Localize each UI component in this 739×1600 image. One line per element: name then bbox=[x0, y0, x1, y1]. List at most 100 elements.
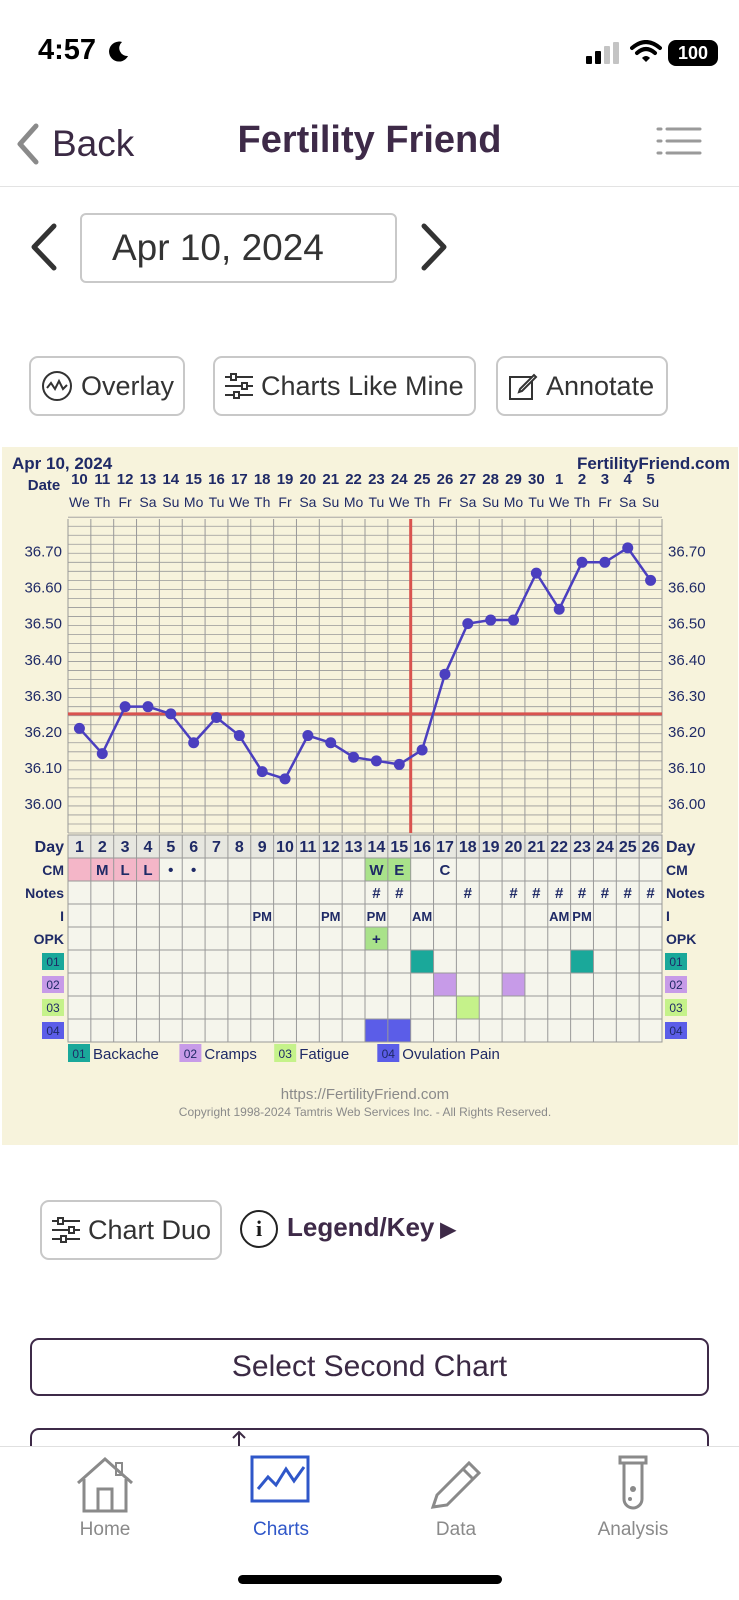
temperature-point bbox=[211, 712, 222, 724]
menu-icon[interactable] bbox=[656, 125, 702, 157]
tab-home[interactable]: Home bbox=[30, 1447, 180, 1557]
pencil-icon bbox=[430, 1460, 482, 1509]
symptom-cell bbox=[502, 973, 525, 996]
cycle-day-label: 24 bbox=[596, 839, 614, 856]
legend-entry: Backache bbox=[93, 1046, 159, 1063]
next-date-button[interactable] bbox=[418, 222, 452, 272]
symptom-code-badge-left bbox=[42, 1022, 64, 1039]
cycle-day-label: 21 bbox=[527, 839, 545, 856]
tab-charts[interactable]: Charts bbox=[206, 1447, 356, 1557]
sliders-icon bbox=[225, 373, 253, 399]
y-tick-left: 36.70 bbox=[24, 543, 62, 560]
row-label-right: 03 bbox=[669, 1001, 683, 1015]
weekday-label: Fr bbox=[278, 494, 292, 510]
date-label: 18 bbox=[254, 471, 271, 488]
y-tick-left: 36.30 bbox=[24, 688, 62, 705]
tab-data[interactable]: Data bbox=[381, 1447, 531, 1557]
annotate-button[interactable]: Annotate bbox=[496, 356, 668, 416]
cycle-day-label: 2 bbox=[98, 839, 107, 856]
footer-url: https://FertilityFriend.com bbox=[281, 1086, 449, 1103]
intercourse-marker: PM bbox=[367, 909, 387, 924]
date-label: 2 bbox=[578, 471, 586, 488]
intercourse-marker: AM bbox=[412, 909, 432, 924]
chart-duo-button[interactable]: Chart Duo bbox=[40, 1200, 222, 1260]
temperature-point bbox=[553, 603, 565, 615]
weekday-label: Sa bbox=[139, 494, 156, 510]
cycle-day-label: 14 bbox=[368, 839, 386, 856]
temperature-point bbox=[416, 744, 428, 756]
date-label: 20 bbox=[300, 471, 317, 488]
date-field[interactable]: Apr 10, 2024 bbox=[80, 213, 397, 283]
cycle-day-label: 20 bbox=[505, 839, 523, 856]
temperature-point bbox=[325, 737, 337, 749]
y-tick-right: 36.60 bbox=[668, 580, 706, 597]
temperature-point bbox=[370, 755, 382, 767]
weekday-label: Su bbox=[322, 494, 339, 510]
temperature-point bbox=[645, 574, 657, 586]
weekday-label: Th bbox=[574, 494, 590, 510]
chart-icon bbox=[250, 1455, 310, 1503]
weekday-label: Fr bbox=[119, 494, 133, 510]
info-icon[interactable]: i bbox=[240, 1210, 278, 1248]
edit-note-icon bbox=[509, 373, 538, 400]
overlay-label: Overlay bbox=[81, 370, 175, 401]
legend-key-toggle[interactable]: Legend/Key ▶ bbox=[287, 1212, 456, 1243]
select-second-chart-button[interactable]: Select Second Chart bbox=[30, 1338, 709, 1396]
symptom-cell bbox=[387, 1019, 411, 1042]
weekday-label: Th bbox=[94, 494, 110, 510]
cm-cell bbox=[387, 858, 411, 881]
tab-home-label: Home bbox=[79, 1519, 131, 1540]
legend-swatch bbox=[179, 1044, 202, 1062]
cycle-day-label: 26 bbox=[642, 839, 660, 856]
charts-like-mine-button[interactable]: Charts Like Mine bbox=[213, 356, 476, 416]
y-tick-right: 36.10 bbox=[668, 760, 706, 777]
status-time: 4:57 bbox=[38, 34, 97, 66]
cycle-day-label: 13 bbox=[345, 839, 363, 856]
notes-marker: # bbox=[646, 885, 655, 902]
tab-data-label: Data bbox=[435, 1519, 477, 1540]
cm-value: • bbox=[191, 862, 196, 879]
weekday-label: Th bbox=[254, 494, 270, 510]
weekday-label: Su bbox=[162, 494, 179, 510]
battery-indicator: 100 bbox=[668, 40, 718, 66]
row-label-left: Day bbox=[35, 839, 64, 856]
y-tick-left: 36.50 bbox=[24, 616, 62, 633]
date-label: 23 bbox=[368, 471, 385, 488]
cycle-day-label: 15 bbox=[390, 839, 408, 856]
y-tick-right: 36.20 bbox=[668, 724, 706, 741]
intercourse-marker: AM bbox=[549, 909, 569, 924]
y-tick-right: 36.30 bbox=[668, 688, 706, 705]
row-label-left: I bbox=[60, 908, 64, 924]
opk-result: + bbox=[372, 931, 381, 948]
cm-cell bbox=[113, 858, 137, 881]
copyright-notice: Copyright 1998-2024 Tamtris Web Services… bbox=[179, 1105, 551, 1119]
date-label: 30 bbox=[528, 471, 545, 488]
symptom-code-badge-right bbox=[665, 1022, 687, 1039]
date-label: 17 bbox=[231, 471, 248, 488]
fertility-chart[interactable]: Apr 10, 2024 FertilityFriend.com Date 10 11 1… bbox=[2, 447, 738, 1145]
cycle-day-label: 12 bbox=[322, 839, 340, 856]
notes-marker: # bbox=[601, 885, 610, 902]
date-label: 15 bbox=[185, 471, 202, 488]
back-button[interactable]: Back bbox=[14, 119, 134, 169]
tab-analysis[interactable]: Analysis bbox=[558, 1447, 708, 1557]
expand-arrow-icon: ▶ bbox=[440, 1219, 456, 1241]
overlay-button[interactable]: Overlay bbox=[29, 356, 185, 416]
cellular-signal-icon bbox=[586, 42, 619, 64]
legend-code: 04 bbox=[382, 1047, 396, 1061]
previous-date-button[interactable] bbox=[26, 222, 60, 272]
notes-marker: # bbox=[578, 885, 587, 902]
row-label-left: OPK bbox=[34, 931, 64, 947]
cm-cell bbox=[365, 858, 388, 881]
row-label-right: OPK bbox=[666, 931, 696, 947]
symptom-code-badge-left bbox=[42, 976, 64, 993]
test-tube-icon bbox=[618, 1455, 648, 1510]
notes-marker: # bbox=[464, 885, 473, 902]
cm-value: M bbox=[96, 862, 109, 879]
temperature-point bbox=[622, 542, 634, 554]
row-label-left: 01 bbox=[46, 955, 60, 969]
moon-icon bbox=[109, 41, 128, 62]
intercourse-marker: PM bbox=[572, 909, 592, 924]
y-tick-right: 36.00 bbox=[668, 796, 706, 813]
temperature-point bbox=[96, 748, 108, 760]
